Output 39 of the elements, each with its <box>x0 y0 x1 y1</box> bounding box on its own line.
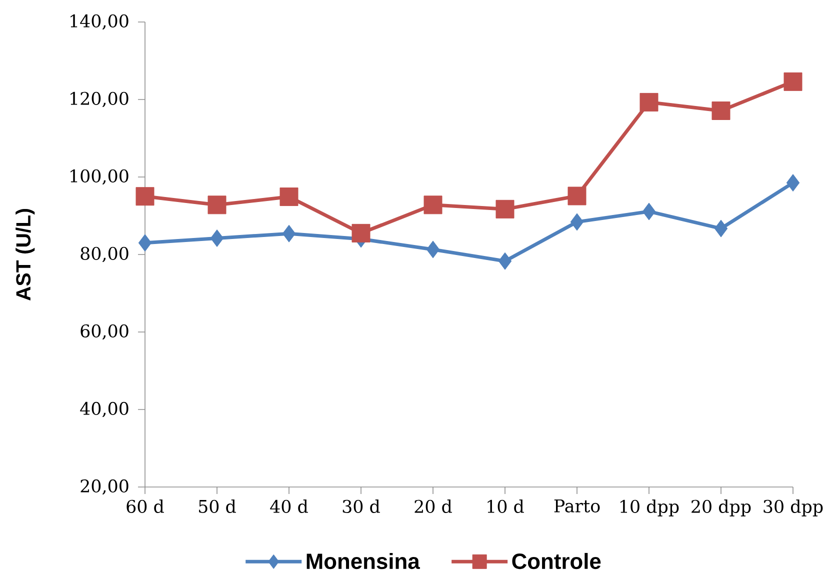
x-tick-label: 40 d <box>270 500 308 514</box>
y-tick-label: 100,00 <box>70 169 128 185</box>
y-tick-label: 140,00 <box>70 14 128 30</box>
legend-label: Monensina <box>306 552 420 570</box>
point <box>208 196 226 214</box>
point <box>712 101 730 120</box>
legend-label: Controle <box>512 552 601 570</box>
y-tick-label: 40,00 <box>80 402 128 418</box>
y-tick-label: 80,00 <box>80 246 128 262</box>
x-tick-label: 20 d <box>414 500 452 514</box>
x-tick-label: 20 dpp <box>692 500 751 516</box>
x-tick-label: 10 dpp <box>620 500 679 516</box>
point <box>210 229 224 247</box>
point <box>642 202 656 220</box>
y-tick-label: 20,00 <box>80 479 128 495</box>
x-tick-label: 30 d <box>342 500 380 514</box>
x-tick-label: 50 d <box>199 500 236 514</box>
x-tick-label: 60 d <box>126 500 164 514</box>
x-tick-label: Parto <box>554 500 600 512</box>
point <box>640 92 658 112</box>
y-tick-label: 60,00 <box>80 324 128 340</box>
point <box>280 188 298 206</box>
point <box>424 196 442 214</box>
x-tick-label: 30 dpp <box>764 500 823 516</box>
y-tick-label: 120,00 <box>70 92 128 108</box>
y-axis-title: AST (U/L) <box>16 209 35 300</box>
point <box>570 213 584 231</box>
point <box>352 224 370 242</box>
x-tick-label: 10 d <box>488 500 524 514</box>
point <box>714 220 728 238</box>
point <box>282 224 296 242</box>
point <box>786 174 800 192</box>
point <box>138 234 152 252</box>
point <box>426 240 440 258</box>
point <box>496 200 514 218</box>
point <box>568 186 586 206</box>
point <box>498 252 512 270</box>
point <box>784 72 802 91</box>
point <box>136 187 154 206</box>
